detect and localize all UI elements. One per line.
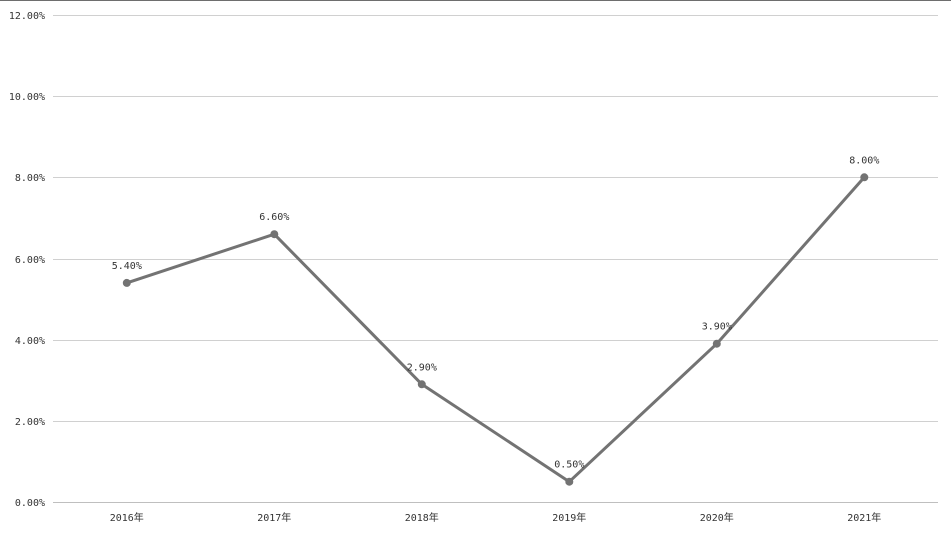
data-label: 8.00% xyxy=(849,155,879,166)
data-point xyxy=(860,173,869,182)
data-point xyxy=(417,380,426,389)
x-tick-label: 2018年 xyxy=(405,511,439,524)
data-label: 2.90% xyxy=(407,362,437,373)
y-axis: 0.00% 2.00% 4.00% 6.00% 8.00% 10.00% 12.00% xyxy=(9,11,45,509)
y-tick-label: 2.00% xyxy=(15,417,45,428)
gridlines xyxy=(53,15,938,503)
y-tick-label: 12.00% xyxy=(9,11,45,22)
y-tick-label: 0.00% xyxy=(15,498,45,509)
x-tick-label: 2021年 xyxy=(847,511,881,524)
data-labels: 5.40% 6.60% 2.90% 0.50% 3.90% 8.00% xyxy=(112,155,880,470)
y-tick-label: 10.00% xyxy=(9,92,45,103)
x-tick-label: 2017年 xyxy=(257,511,291,524)
x-axis: 2016年 2017年 2018年 2019年 2020年 2021年 xyxy=(110,511,882,524)
y-tick-label: 4.00% xyxy=(15,336,45,347)
y-tick-label: 8.00% xyxy=(15,173,45,184)
x-tick-label: 2016年 xyxy=(110,511,144,524)
data-label: 0.50% xyxy=(554,460,584,471)
data-label: 5.40% xyxy=(112,261,142,272)
x-tick-label: 2020年 xyxy=(700,511,734,524)
data-point xyxy=(122,278,131,287)
data-point xyxy=(712,339,721,348)
data-point xyxy=(270,230,279,239)
chart-top-border xyxy=(0,0,951,1)
x-tick-label: 2019年 xyxy=(552,511,586,524)
data-label: 3.90% xyxy=(702,322,732,333)
series-layer xyxy=(122,173,869,486)
series-line xyxy=(125,175,866,484)
data-point xyxy=(565,477,574,486)
y-tick-label: 6.00% xyxy=(15,255,45,266)
data-label: 6.60% xyxy=(259,212,289,223)
